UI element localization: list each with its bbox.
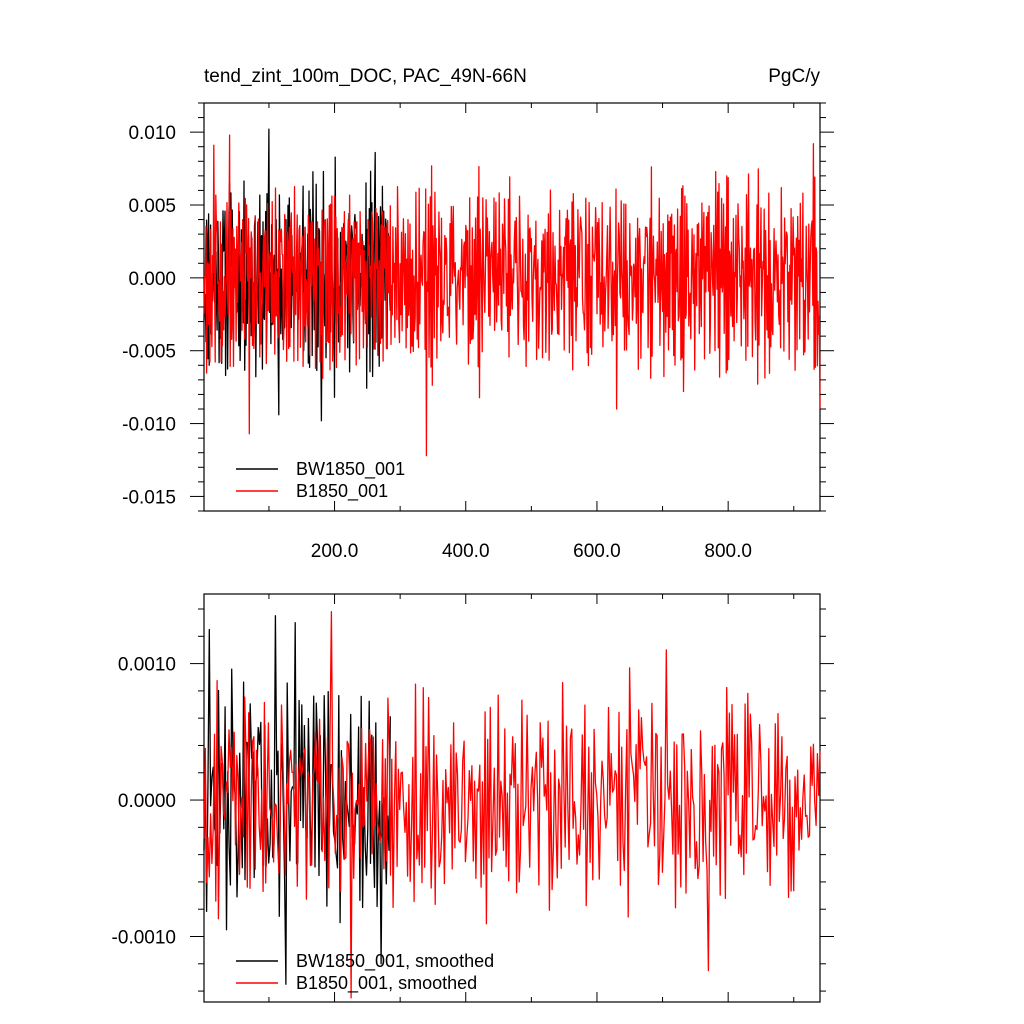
top-chart-title: tend_zint_100m_DOC, PAC_49N-66N (204, 66, 527, 87)
bottom-plot-lines (203, 611, 821, 999)
top-y-tick-label: 0.005 (128, 196, 176, 217)
top-plot-axes: 200.0 400.0 600.0 800.0 0.010 0.005 0.000 -0.00… (122, 102, 834, 562)
top-y-tick-label: -0.015 (122, 487, 176, 508)
bottom-plot-axes: 0.0010 0.0000 -0.0010 (112, 594, 834, 1002)
bottom-y-tick-label: -0.0010 (112, 928, 176, 949)
bottom-series-line-1 (203, 611, 821, 999)
top-x-tick-label: 800.0 (704, 541, 752, 562)
top-legend: BW1850_001 B1850_001 (236, 459, 405, 502)
top-x-tick-label: 400.0 (442, 541, 490, 562)
bottom-legend-label-1: B1850_001, smoothed (296, 973, 477, 994)
top-series-line-1 (203, 134, 821, 457)
bottom-legend-label-0: BW1850_001, smoothed (296, 951, 494, 972)
bottom-y-tick-label: 0.0010 (118, 655, 176, 676)
bottom-legend: BW1850_001, smoothed B1850_001, smoothed (236, 951, 494, 994)
top-chart-units: PgC/y (768, 66, 820, 87)
top-legend-label-0: BW1850_001 (296, 459, 405, 480)
top-plot-lines (203, 128, 821, 457)
top-y-tick-label: 0.000 (128, 269, 176, 290)
bottom-y-tick-label: 0.0000 (118, 791, 176, 812)
top-x-tick-label: 200.0 (311, 541, 359, 562)
top-x-tick-label: 600.0 (573, 541, 621, 562)
top-y-tick-label: -0.005 (122, 342, 176, 363)
top-y-tick-label: -0.010 (122, 415, 176, 436)
top-y-tick-label: 0.010 (128, 123, 176, 144)
top-legend-label-1: B1850_001 (296, 481, 388, 502)
